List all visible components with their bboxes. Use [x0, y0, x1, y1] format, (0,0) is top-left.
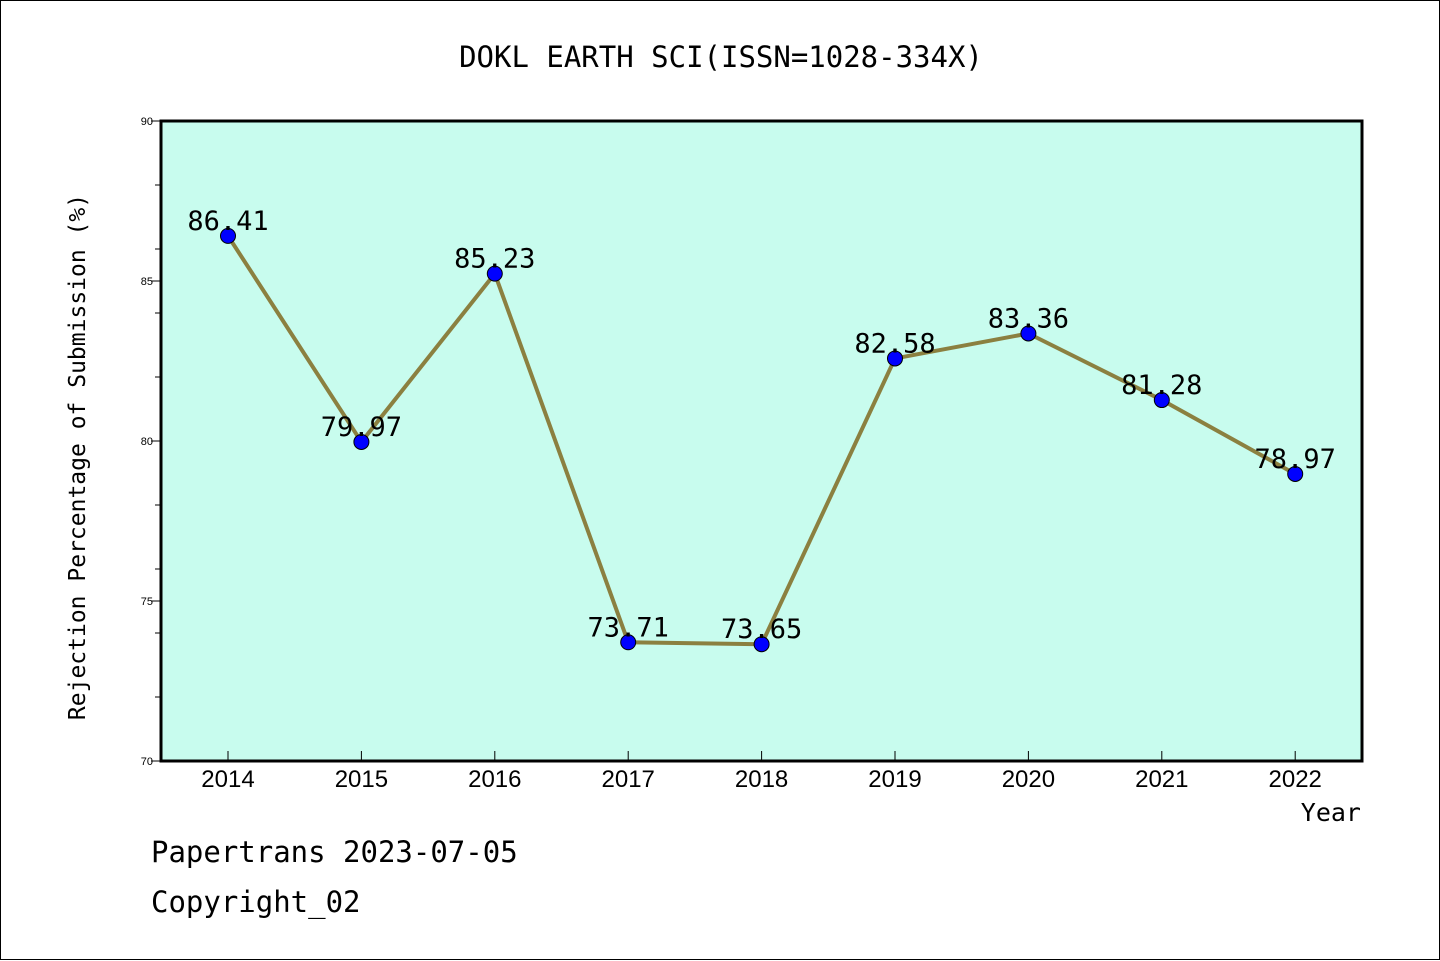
data-point-marker — [220, 227, 236, 244]
data-point-marker — [486, 265, 503, 282]
data-label: 83.36 — [988, 303, 1069, 334]
data-point-marker — [1153, 392, 1170, 409]
x-tick-label: 2019 — [868, 766, 921, 793]
x-tick-label: 2018 — [735, 766, 788, 793]
y-axis: 70 75 80 85 90 — [141, 116, 161, 768]
data-labels-group: 86.41 79.97 85.23 73.71 73.65 82.58 83.36 81.28… — [187, 206, 1335, 645]
data-point-marker — [620, 634, 637, 651]
data-label: 78.97 — [1255, 444, 1336, 475]
chart-title: DOKL EARTH SCI(ISSN=1028-334X) — [459, 40, 983, 74]
x-tick-label: 2016 — [468, 766, 521, 793]
x-axis: 2014 2015 2016 2017 2018 2019 2020 2021 2022 — [201, 751, 1322, 793]
data-label: 81.28 — [1121, 370, 1202, 401]
x-tick-label: 2021 — [1135, 766, 1188, 793]
x-tick-label: 2022 — [1269, 766, 1322, 793]
x-tick-label: 2014 — [201, 766, 254, 793]
data-point-marker — [353, 433, 370, 450]
data-point-marker — [753, 636, 770, 653]
data-label: 73.71 — [588, 612, 669, 643]
y-tick-label: 70 — [141, 756, 153, 768]
data-label: 82.58 — [854, 328, 935, 359]
x-tick-label: 2020 — [1002, 766, 1055, 793]
data-point-marker — [1287, 465, 1304, 482]
x-tick-label: 2015 — [335, 766, 388, 793]
data-point-marker — [1020, 325, 1037, 342]
y-axis-label: Rejection Percentage of Submission (%) — [65, 194, 91, 720]
footer-copyright: Copyright_02 — [151, 885, 361, 919]
series-line-group — [220, 227, 1304, 653]
data-label: 86.41 — [187, 206, 268, 237]
footer-credit: Papertrans 2023-07-05 — [151, 835, 518, 869]
data-label: 79.97 — [321, 412, 402, 443]
data-label: 85.23 — [454, 244, 535, 275]
data-point-marker — [887, 350, 903, 367]
data-label: 73.65 — [721, 614, 802, 645]
x-axis-label: Year — [1301, 798, 1361, 827]
y-tick-label: 75 — [141, 596, 153, 608]
y-tick-label: 85 — [141, 276, 153, 288]
y-tick-label: 90 — [141, 116, 153, 128]
x-tick-label: 2017 — [602, 766, 655, 793]
y-tick-label: 80 — [141, 436, 153, 448]
